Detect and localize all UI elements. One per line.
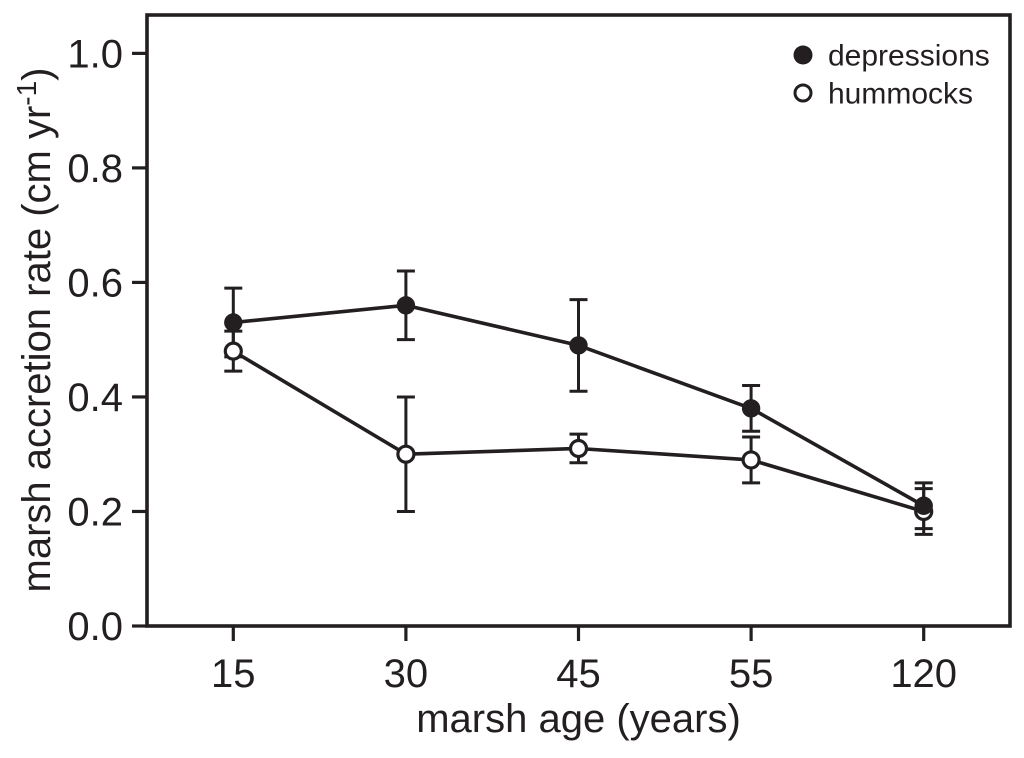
x-tick-label: 120	[890, 652, 957, 696]
y-axis-label: marsh accretion rate (cm yr-1)	[11, 67, 59, 592]
y-tick-label: 0.6	[67, 261, 123, 305]
x-tick-label: 15	[211, 652, 256, 696]
y-tick-label: 0.2	[67, 490, 123, 534]
legend: depressions hummocks	[793, 40, 990, 111]
marker-hummocks-45	[568, 438, 589, 459]
marker-hummocks-55	[741, 450, 761, 470]
marker-depressions-120	[914, 496, 933, 515]
marker-hummocks-30	[396, 444, 416, 464]
marker-depressions-30	[396, 296, 416, 315]
marker-depressions-15	[224, 313, 243, 332]
y-tick-label: 0.8	[67, 147, 123, 191]
legend-marker-depressions	[793, 45, 813, 65]
x-tick-label: 30	[384, 652, 429, 696]
legend-marker-hummocks	[793, 83, 813, 103]
legend-label-depressions: depressions	[828, 40, 990, 73]
marker-depressions-55	[741, 399, 761, 418]
marker-hummocks-15	[223, 341, 243, 361]
legend-label-hummocks: hummocks	[828, 78, 973, 111]
y-tick-label: 1.0	[67, 32, 123, 76]
x-axis-label: marsh age (years)	[416, 697, 741, 741]
x-tick-label: 55	[729, 652, 774, 696]
x-tick-label: 45	[556, 652, 601, 696]
y-tick-label: 0.0	[67, 605, 123, 649]
marker-depressions-45	[569, 336, 588, 355]
y-tick-label: 0.4	[67, 376, 123, 420]
